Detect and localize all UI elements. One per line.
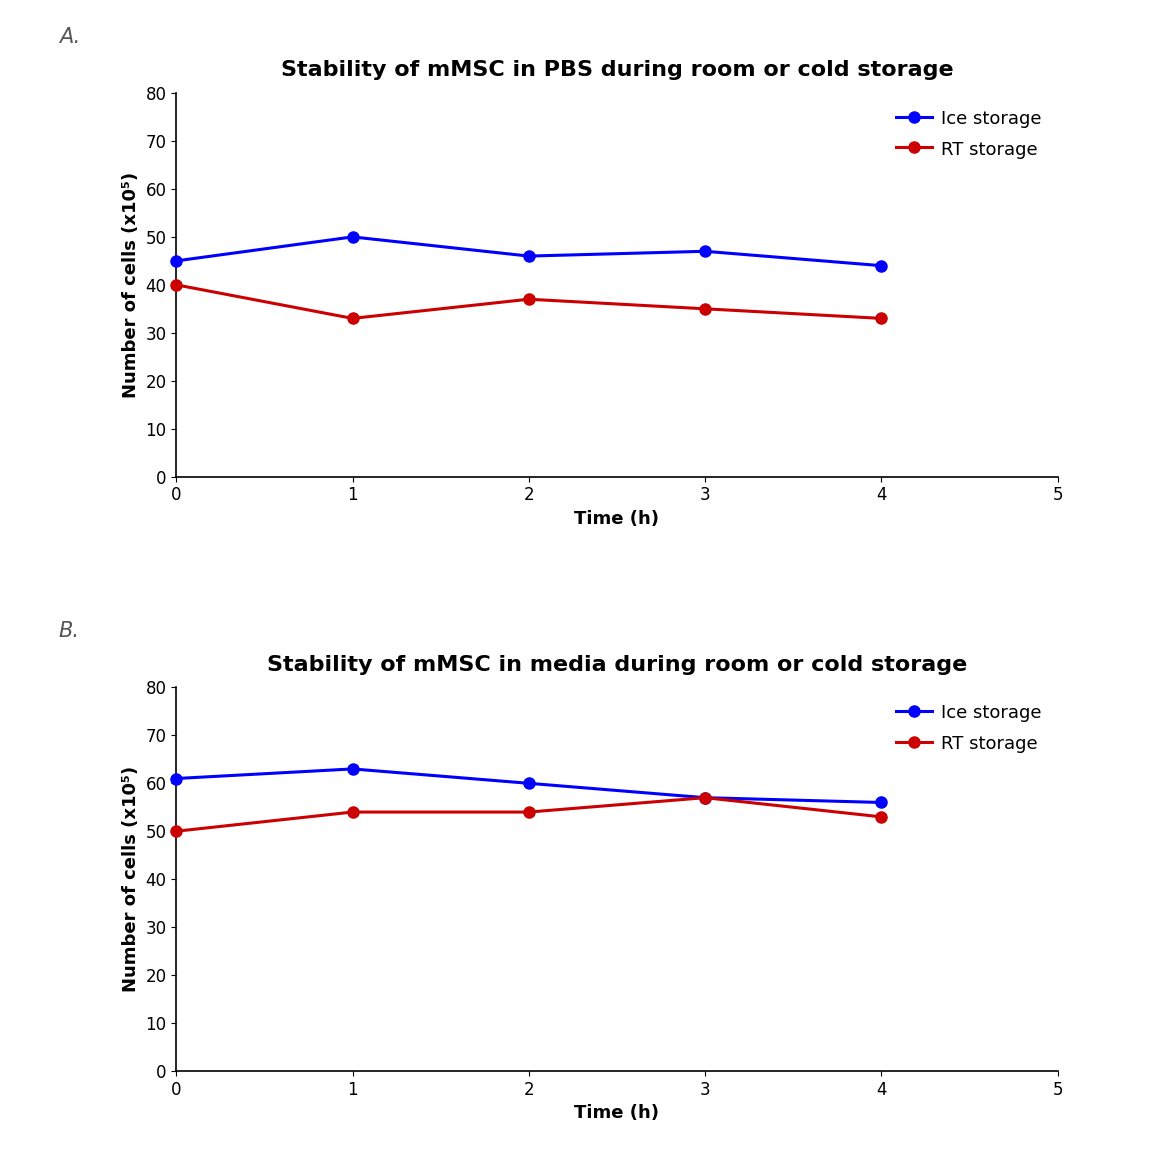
Ice storage [698,790,712,804]
Legend: Ice storage, RT storage: Ice storage, RT storage [888,696,1048,760]
Y-axis label: Number of cells (x10⁵): Number of cells (x10⁵) [122,172,140,398]
RT storage [698,790,712,804]
Ice storage [522,776,536,790]
Ice storage [522,249,536,263]
RT storage [522,292,536,306]
Line: RT storage: RT storage [170,793,887,837]
RT storage [698,301,712,315]
Text: A.: A. [59,27,80,47]
Ice storage [345,230,360,244]
Ice storage [874,795,888,809]
Line: RT storage: RT storage [170,279,887,324]
Ice storage [874,258,888,272]
Ice storage [345,762,360,776]
RT storage [874,312,888,326]
RT storage [345,312,360,326]
RT storage [345,805,360,819]
Ice storage [169,254,183,268]
Ice storage [698,244,712,258]
Line: Ice storage: Ice storage [170,232,887,271]
Text: B.: B. [59,620,80,641]
RT storage [169,278,183,292]
RT storage [169,824,183,838]
RT storage [874,810,888,824]
Title: Stability of mMSC in media during room or cold storage: Stability of mMSC in media during room o… [267,655,967,675]
Ice storage [169,772,183,786]
X-axis label: Time (h): Time (h) [575,510,659,527]
Legend: Ice storage, RT storage: Ice storage, RT storage [888,102,1048,165]
Line: Ice storage: Ice storage [170,764,887,808]
X-axis label: Time (h): Time (h) [575,1105,659,1122]
Title: Stability of mMSC in PBS during room or cold storage: Stability of mMSC in PBS during room or … [281,61,953,80]
Y-axis label: Number of cells (x10⁵): Number of cells (x10⁵) [122,766,140,992]
RT storage [522,805,536,819]
